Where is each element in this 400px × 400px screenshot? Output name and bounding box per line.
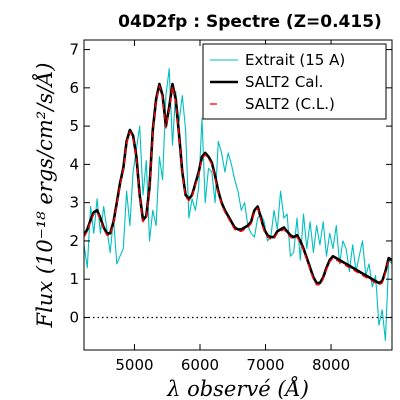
y-tick-label: 2 bbox=[69, 232, 79, 250]
x-tick-label: 8000 bbox=[312, 356, 350, 374]
series-line-3 bbox=[84, 85, 392, 286]
plot-frame bbox=[83, 39, 393, 351]
x-axis-label: λ observé (Å) bbox=[166, 376, 309, 400]
legend-label: SALT2 (C.L.) bbox=[245, 95, 335, 113]
x-tick-label: 5000 bbox=[115, 356, 153, 374]
y-tick-label: 6 bbox=[69, 79, 79, 97]
x-tick-label: 6000 bbox=[181, 356, 219, 374]
y-tick-label: 7 bbox=[69, 41, 79, 59]
y-tick-label: 5 bbox=[69, 117, 79, 135]
y-tick-label: 4 bbox=[69, 155, 79, 173]
chart-title: 04D2fp : Spectre (Z=0.415) bbox=[118, 12, 382, 32]
y-tick-label: 0 bbox=[69, 308, 79, 326]
legend-label: SALT2 Cal. bbox=[245, 73, 323, 91]
legend-label: Extrait (15 A) bbox=[245, 51, 345, 69]
y-tick-label: 3 bbox=[69, 194, 79, 212]
y-tick-label: 1 bbox=[69, 270, 79, 288]
y-axis-label: Flux (10⁻¹⁸ ergs/cm²/s/Å) bbox=[32, 63, 57, 329]
x-tick-label: 7000 bbox=[246, 356, 284, 374]
